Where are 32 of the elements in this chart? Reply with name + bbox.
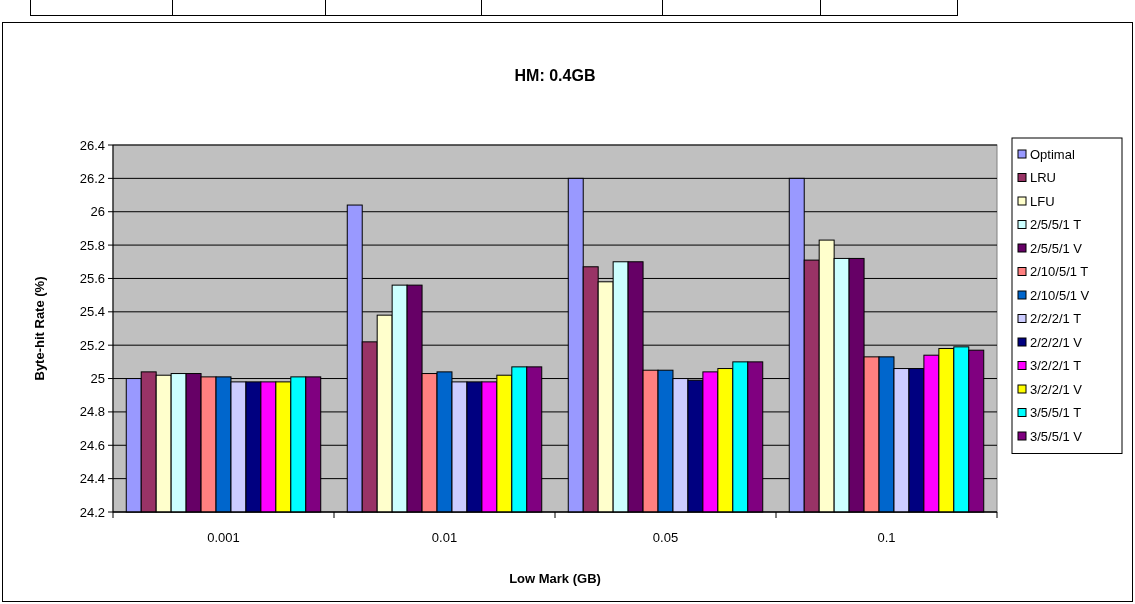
legend-label: 2/2/2/1 V xyxy=(1030,334,1083,350)
x-tick-label: 0.01 xyxy=(431,530,458,545)
legend-label: Optimal xyxy=(1030,146,1075,162)
legend-label: 2/5/5/1 T xyxy=(1030,217,1082,233)
y-tick-label: 25.2 xyxy=(79,337,105,353)
y-tick-label: 26 xyxy=(90,204,105,220)
x-tick-label: 0.1 xyxy=(877,530,896,545)
y-tick-label: 25.4 xyxy=(79,304,105,320)
legend-label: 3/5/5/1 T xyxy=(1030,405,1082,421)
y-tick-label: 24.4 xyxy=(79,471,105,487)
legend-label: LRU xyxy=(1030,170,1057,186)
y-tick-label: 25.8 xyxy=(79,237,105,253)
x-axis-title: Low Mark (GB) xyxy=(509,571,601,586)
y-axis-title: Byte-hit Rate (%) xyxy=(32,276,47,381)
legend-label: 2/5/5/1 V xyxy=(1030,240,1083,256)
y-tick-label: 25 xyxy=(90,371,105,387)
legend-label: 2/2/2/1 T xyxy=(1030,311,1082,327)
legend-label: 2/10/5/1 V xyxy=(1030,287,1090,303)
x-tick-label: 0.001 xyxy=(207,530,240,545)
legend-label: 2/10/5/1 T xyxy=(1030,264,1089,280)
chart-title: HM: 0.4GB xyxy=(514,67,596,84)
legend-label: 3/2/2/1 T xyxy=(1030,358,1082,374)
y-tick-label: 26.2 xyxy=(79,170,105,186)
y-tick-label: 24.8 xyxy=(79,404,105,420)
x-tick-label: 0.05 xyxy=(652,530,679,545)
y-tick-label: 24.2 xyxy=(79,504,105,520)
y-tick-label: 25.6 xyxy=(79,271,105,286)
legend-label: 3/2/2/1 V xyxy=(1030,381,1083,397)
legend-label: LFU xyxy=(1030,193,1055,209)
y-tick-label: 24.6 xyxy=(79,437,105,453)
y-tick-label: 26.4 xyxy=(79,137,105,153)
legend-label: 3/5/5/1 V xyxy=(1030,428,1083,444)
